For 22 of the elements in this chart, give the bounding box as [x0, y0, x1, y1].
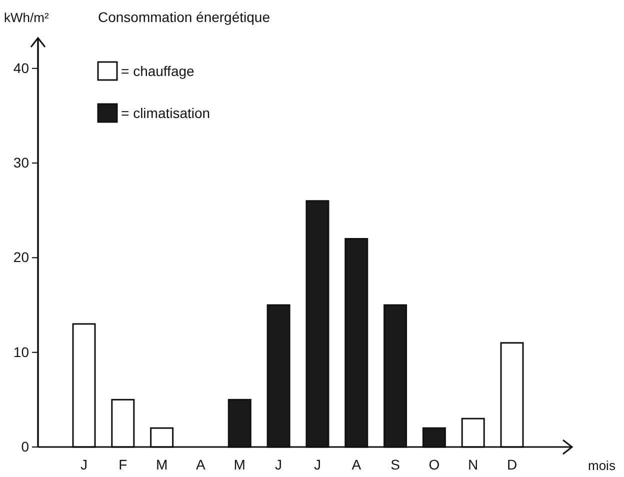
- x-tick-label: M: [156, 456, 168, 473]
- legend-label: = climatisation: [121, 105, 210, 121]
- x-tick-label: F: [118, 456, 128, 473]
- x-tick-label: N: [468, 456, 478, 473]
- chart-title: Consommation énergétique: [98, 9, 270, 25]
- x-tick-label: D: [506, 456, 518, 473]
- y-tick-label: 40: [13, 60, 30, 76]
- legend-label: = chauffage: [121, 63, 195, 79]
- x-tick-label: A: [196, 456, 206, 473]
- y-axis-title: kWh/m²: [4, 10, 50, 25]
- x-tick-label: J: [314, 456, 321, 473]
- x-tick-label: J: [80, 456, 88, 473]
- x-tick-label: S: [390, 456, 400, 473]
- y-tick-label: 10: [13, 344, 30, 360]
- x-axis-title: mois: [588, 458, 616, 473]
- y-tick-label: 0: [21, 438, 30, 454]
- x-tick-label: O: [428, 456, 440, 473]
- y-tick-label: 20: [13, 249, 30, 266]
- x-tick-label: J: [275, 456, 282, 473]
- y-tick-label: 30: [13, 154, 30, 171]
- x-tick-label: M: [234, 456, 246, 473]
- x-tick-label: A: [352, 456, 362, 473]
